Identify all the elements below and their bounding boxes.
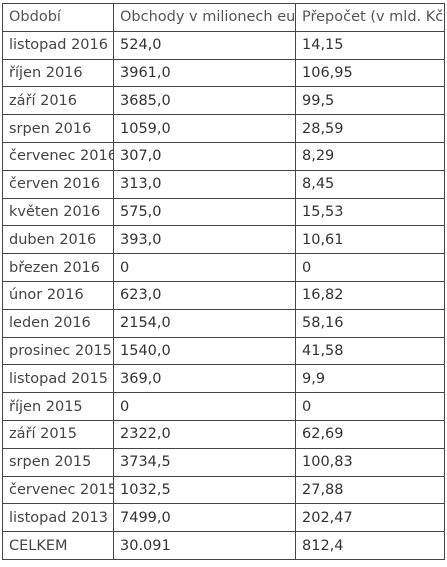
table-row: říjen 2016 3961,0 106,95: [2, 58, 445, 88]
cell-conversion-czk: 27,88: [295, 475, 445, 505]
cell-period: březen 2016: [2, 253, 114, 282]
cell-period: květen 2016: [2, 197, 114, 227]
cell-conversion-czk: 15,53: [295, 197, 445, 227]
cell-period: listopad 2015: [2, 364, 114, 394]
table-row: prosinec 2015 1540,0 41,58: [2, 336, 445, 366]
cell-period: duben 2016: [2, 225, 114, 255]
cell-trades-eur: 30.091: [113, 531, 296, 560]
table-row: srpen 2015 3734,5 100,83: [2, 447, 445, 477]
table-row: listopad 2013 7499,0 202,47: [2, 503, 445, 533]
cell-trades-eur: 3961,0: [113, 58, 296, 88]
table-header-row: Období Obchody v milionech eur Přepočet …: [2, 3, 445, 32]
table-row: únor 2016 623,0 16,82: [2, 280, 445, 310]
cell-trades-eur: 307,0: [113, 141, 296, 171]
cell-period: říjen 2016: [2, 58, 114, 88]
cell-trades-eur: 623,0: [113, 280, 296, 310]
cell-conversion-czk: 8,29: [295, 141, 445, 171]
table-row: říjen 2015 0 0: [2, 392, 445, 421]
cell-conversion-czk: 62,69: [295, 419, 445, 449]
cell-trades-eur: 313,0: [113, 169, 296, 199]
cell-period: prosinec 2015: [2, 336, 114, 366]
cell-period: srpen 2016: [2, 114, 114, 143]
table-row: CELKEM 30.091 812,4: [2, 531, 445, 560]
cell-trades-eur: 0: [113, 392, 296, 421]
cell-trades-eur: 2154,0: [113, 308, 296, 338]
cell-trades-eur: 1032,5: [113, 475, 296, 505]
cell-trades-eur: 0: [113, 253, 296, 282]
cell-period: říjen 2015: [2, 392, 114, 421]
cell-conversion-czk: 58,16: [295, 308, 445, 338]
table-row: srpen 2016 1059,0 28,59: [2, 114, 445, 143]
table-row: květen 2016 575,0 15,53: [2, 197, 445, 227]
cell-conversion-czk: 0: [295, 253, 445, 282]
cell-conversion-czk: 106,95: [295, 58, 445, 88]
cell-conversion-czk: 100,83: [295, 447, 445, 477]
cell-period: září 2015: [2, 419, 114, 449]
table-row: duben 2016 393,0 10,61: [2, 225, 445, 255]
cell-trades-eur: 575,0: [113, 197, 296, 227]
cell-trades-eur: 369,0: [113, 364, 296, 394]
table-row: červenec 2016 307,0 8,29: [2, 141, 445, 171]
cell-trades-eur: 393,0: [113, 225, 296, 255]
cell-conversion-czk: 10,61: [295, 225, 445, 255]
cell-conversion-czk: 8,45: [295, 169, 445, 199]
cell-trades-eur: 524,0: [113, 30, 296, 60]
cell-period: září 2016: [2, 86, 114, 116]
table-row: březen 2016 0 0: [2, 253, 445, 282]
cell-period: únor 2016: [2, 280, 114, 310]
cell-conversion-czk: 41,58: [295, 336, 445, 366]
table-row: září 2015 2322,0 62,69: [2, 419, 445, 449]
cell-period: listopad 2013: [2, 503, 114, 533]
cell-period: leden 2016: [2, 308, 114, 338]
cell-conversion-czk: 99,5: [295, 86, 445, 116]
cell-trades-eur: 1540,0: [113, 336, 296, 366]
table-row: listopad 2015 369,0 9,9: [2, 364, 445, 394]
cell-conversion-czk: 16,82: [295, 280, 445, 310]
cell-conversion-czk: 812,4: [295, 531, 445, 560]
cell-trades-eur: 1059,0: [113, 114, 296, 143]
cell-conversion-czk: 0: [295, 392, 445, 421]
cell-period: srpen 2015: [2, 447, 114, 477]
header-conversion-czk: Přepočet (v mld. Kč): [295, 3, 445, 32]
trades-table: Období Obchody v milionech eur Přepočet …: [2, 3, 445, 560]
cell-trades-eur: 7499,0: [113, 503, 296, 533]
data-table-container: Období Obchody v milionech eur Přepočet …: [2, 3, 445, 560]
table-row: leden 2016 2154,0 58,16: [2, 308, 445, 338]
table-body: listopad 2016 524,0 14,15 říjen 2016 3961,0 1…: [2, 30, 445, 560]
cell-conversion-czk: 202,47: [295, 503, 445, 533]
cell-conversion-czk: 28,59: [295, 114, 445, 143]
cell-period: listopad 2016: [2, 30, 114, 60]
cell-conversion-czk: 14,15: [295, 30, 445, 60]
table-row: listopad 2016 524,0 14,15: [2, 30, 445, 60]
table-row: červen 2016 313,0 8,45: [2, 169, 445, 199]
cell-period: červen 2016: [2, 169, 114, 199]
cell-conversion-czk: 9,9: [295, 364, 445, 394]
cell-period: červenec 2016: [2, 141, 114, 171]
cell-trades-eur: 3734,5: [113, 447, 296, 477]
table-row: září 2016 3685,0 99,5: [2, 86, 445, 116]
cell-period: CELKEM: [2, 531, 114, 560]
table-row: červenec 2015 1032,5 27,88: [2, 475, 445, 505]
header-trades-eur: Obchody v milionech eur: [113, 3, 296, 32]
cell-trades-eur: 3685,0: [113, 86, 296, 116]
header-period: Období: [2, 3, 114, 32]
cell-period: červenec 2015: [2, 475, 114, 505]
cell-trades-eur: 2322,0: [113, 419, 296, 449]
